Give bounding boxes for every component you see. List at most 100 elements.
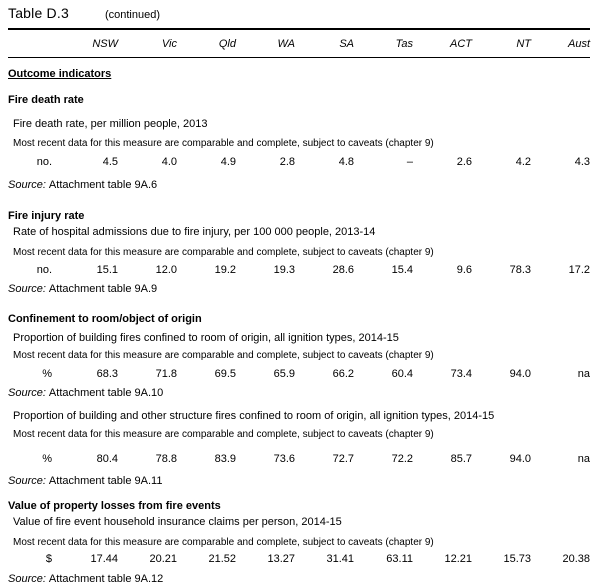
section-heading-confinement: Confinement to room/object of origin — [8, 313, 202, 325]
section-heading-fire-death-rate: Fire death rate — [8, 94, 84, 106]
value-tas: 15.4 — [391, 264, 413, 276]
source-text: Attachment table 9A.10 — [48, 387, 164, 399]
section-heading-fire-injury-rate: Fire injury rate — [8, 210, 85, 222]
value-act: 85.7 — [450, 453, 472, 465]
source-note: Source: Attachment table 9A.11 — [8, 475, 596, 488]
value-nt: 94.0 — [509, 368, 531, 380]
value-aust: 4.3 — [574, 156, 590, 168]
unit-label: % — [42, 368, 52, 380]
value-nsw: 80.4 — [96, 453, 118, 465]
value-tas: 63.11 — [386, 553, 413, 565]
column-header-row: NSW Vic Qld WA SA Tas ACT NT Aust — [8, 37, 590, 51]
col-header-vic: Vic — [161, 38, 177, 50]
value-qld: 69.5 — [214, 368, 236, 380]
value-nt: 15.73 — [503, 553, 531, 565]
col-header-sa: SA — [339, 38, 354, 50]
value-sa: 28.6 — [332, 264, 354, 276]
source-label: Source: — [8, 573, 46, 585]
unit-label: no. — [36, 156, 52, 168]
source-note: Source: Attachment table 9A.6 — [8, 179, 596, 192]
data-row: % 80.4 78.8 83.9 73.6 72.7 72.2 85.7 94.… — [8, 453, 590, 466]
source-label: Source: — [8, 475, 46, 487]
source-text: Attachment table 9A.11 — [48, 475, 163, 487]
measure-description: Value of fire event household insurance … — [13, 516, 342, 528]
value-nsw: 68.3 — [96, 368, 118, 380]
value-sa: 4.8 — [338, 156, 354, 168]
data-row: no. 15.1 12.0 19.2 19.3 28.6 15.4 9.6 78… — [8, 264, 590, 277]
value-tas: 60.4 — [391, 368, 413, 380]
data-row: % 68.3 71.8 69.5 65.9 66.2 60.4 73.4 94.… — [8, 368, 590, 381]
table-title: Table D.3 — [8, 5, 69, 21]
measure-description: Proportion of building fires confined to… — [13, 332, 399, 344]
unit-label: $ — [45, 553, 52, 565]
value-vic: 4.0 — [161, 156, 177, 168]
value-wa: 13.27 — [267, 553, 295, 565]
measure-description: Fire death rate, per million people, 201… — [13, 118, 208, 130]
measure-caveat: Most recent data for this measure are co… — [13, 429, 434, 440]
value-wa: 2.8 — [279, 156, 295, 168]
col-header-tas: Tas — [395, 38, 413, 50]
unit-column-header — [8, 37, 59, 51]
value-sa: 31.41 — [326, 553, 354, 565]
value-sa: 72.7 — [332, 453, 354, 465]
source-text: Attachment table 9A.6 — [48, 179, 158, 191]
unit-label: % — [42, 453, 52, 465]
value-act: 2.6 — [456, 156, 472, 168]
value-tas: 72.2 — [391, 453, 413, 465]
value-aust: 17.2 — [568, 264, 590, 276]
value-vic: 71.8 — [155, 368, 177, 380]
measure-description: Rate of hospital admissions due to fire … — [13, 226, 376, 238]
col-header-wa: WA — [277, 38, 295, 50]
measure-caveat: Most recent data for this measure are co… — [13, 537, 434, 548]
source-note: Source: Attachment table 9A.9 — [8, 283, 596, 296]
value-act: 9.6 — [456, 264, 472, 276]
value-nt: 78.3 — [509, 264, 531, 276]
measure-description: Proportion of building and other structu… — [13, 410, 495, 422]
value-qld: 4.9 — [220, 156, 236, 168]
value-qld: 83.9 — [214, 453, 236, 465]
value-qld: 21.52 — [208, 553, 236, 565]
value-qld: 19.2 — [214, 264, 236, 276]
value-nsw: 4.5 — [102, 156, 118, 168]
source-note: Source: Attachment table 9A.12 — [8, 573, 596, 586]
value-wa: 65.9 — [273, 368, 295, 380]
source-note: Source: Attachment table 9A.10 — [8, 387, 596, 400]
top-rule — [8, 28, 590, 30]
table-continued-label: (continued) — [104, 9, 160, 21]
header-rule — [8, 57, 590, 58]
value-nt: 4.2 — [515, 156, 531, 168]
measure-caveat: Most recent data for this measure are co… — [13, 138, 434, 149]
col-header-nsw: NSW — [92, 38, 118, 50]
source-label: Source: — [8, 179, 46, 191]
col-header-qld: Qld — [218, 38, 236, 50]
value-sa: 66.2 — [332, 368, 354, 380]
data-row: $ 17.44 20.21 21.52 13.27 31.41 63.11 12… — [8, 553, 590, 566]
value-aust: na — [577, 368, 590, 380]
col-header-aust: Aust — [567, 38, 590, 50]
value-wa: 19.3 — [273, 264, 295, 276]
measure-caveat: Most recent data for this measure are co… — [13, 350, 434, 361]
outcome-indicators-header: Outcome indicators — [8, 68, 112, 80]
table-title-row: Table D.3 (continued) — [8, 5, 596, 23]
data-row: no. 4.5 4.0 4.9 2.8 4.8 – 2.6 4.2 4.3 — [8, 156, 590, 169]
value-nt: 94.0 — [509, 453, 531, 465]
value-aust: na — [577, 453, 590, 465]
value-vic: 20.21 — [149, 553, 177, 565]
source-text: Attachment table 9A.9 — [48, 283, 158, 295]
value-wa: 73.6 — [273, 453, 295, 465]
value-nsw: 17.44 — [90, 553, 118, 565]
unit-label: no. — [36, 264, 52, 276]
col-header-act: ACT — [450, 38, 472, 50]
value-aust: 20.38 — [562, 553, 590, 565]
value-vic: 78.8 — [155, 453, 177, 465]
source-label: Source: — [8, 387, 46, 399]
value-act: 12.21 — [444, 553, 472, 565]
section-heading-property-losses: Value of property losses from fire event… — [8, 500, 221, 512]
col-header-nt: NT — [516, 38, 531, 50]
value-nsw: 15.1 — [96, 264, 118, 276]
value-tas: – — [406, 156, 413, 168]
value-vic: 12.0 — [155, 264, 177, 276]
source-text: Attachment table 9A.12 — [48, 573, 164, 585]
source-label: Source: — [8, 283, 46, 295]
